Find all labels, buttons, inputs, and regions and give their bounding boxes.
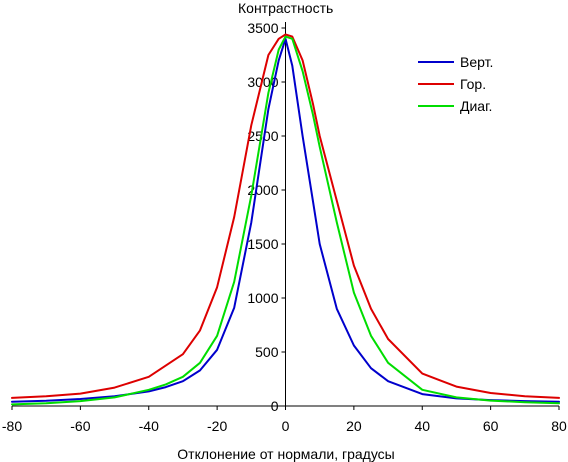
y-tick-label: 2500 <box>247 128 278 144</box>
y-tick-label: 500 <box>255 344 279 360</box>
y-tick-label: 3500 <box>247 20 278 36</box>
x-tick-label: -20 <box>207 418 227 434</box>
x-tick-label: -60 <box>70 418 90 434</box>
axes: -80 -60 -40 -20 0 20 40 60 800500100015002000250… <box>2 20 567 434</box>
legend-label: Диаг. <box>460 98 492 114</box>
x-tick-label: -40 <box>139 418 159 434</box>
legend-label: Гор. <box>460 76 486 92</box>
x-tick-label: -80 <box>2 418 22 434</box>
x-tick-label: 60 <box>483 418 499 434</box>
y-tick-label: 1000 <box>247 290 278 306</box>
legend: Верт. Гор. Диаг. <box>418 54 493 114</box>
legend-label: Верт. <box>460 54 493 70</box>
y-tick-label: 1500 <box>247 236 278 252</box>
y-axis-label: Контрастность <box>238 0 333 16</box>
x-tick-label: 80 <box>551 418 567 434</box>
plot-area <box>11 33 560 406</box>
x-axis-label: Отклонение от нормали, градусы <box>177 446 394 462</box>
y-tick-label: 0 <box>271 398 279 414</box>
series-line-2 <box>11 35 560 406</box>
x-tick-label: 40 <box>414 418 430 434</box>
series-line-1 <box>11 33 560 399</box>
x-tick-label: 0 <box>282 418 290 434</box>
series-line-0 <box>11 37 560 403</box>
x-tick-label: 20 <box>346 418 362 434</box>
